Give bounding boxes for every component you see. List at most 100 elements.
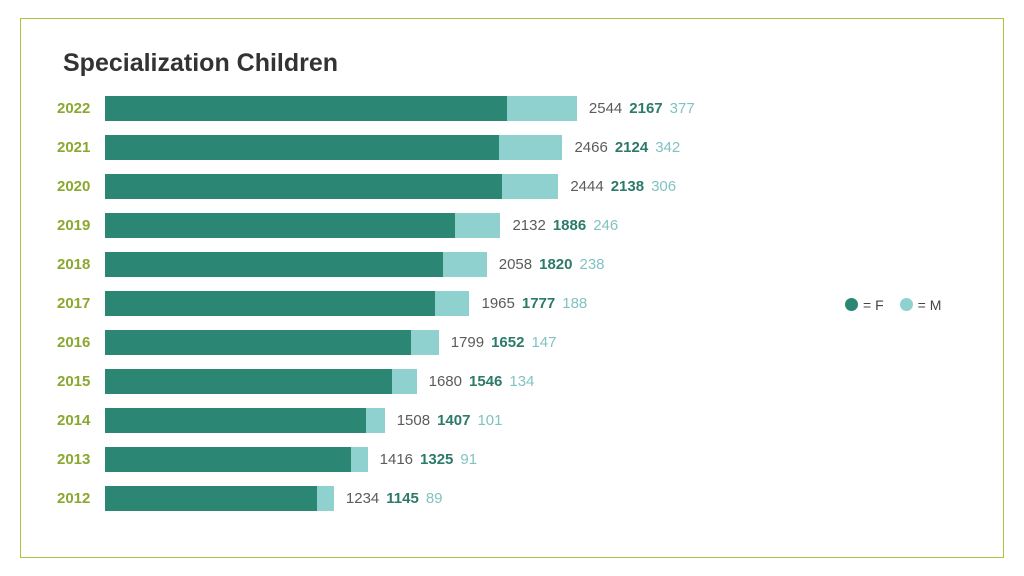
- value-m: 147: [531, 334, 556, 351]
- value-f: 1546: [469, 373, 502, 390]
- bar-segment-m: [499, 135, 562, 160]
- year-label: 2019: [57, 217, 105, 234]
- value-f: 1325: [420, 451, 453, 468]
- year-label: 2014: [57, 412, 105, 429]
- value-f: 1886: [553, 217, 586, 234]
- bar-segment-f: [105, 174, 502, 199]
- bar: [105, 291, 469, 316]
- value-total: 1799: [451, 334, 484, 351]
- chart-row: 20121234114589: [57, 486, 817, 511]
- legend-item: = M: [900, 98, 942, 511]
- bar-segment-f: [105, 213, 455, 238]
- bar-segment-m: [507, 96, 577, 121]
- value-m: 91: [460, 451, 477, 468]
- value-total: 1234: [346, 490, 379, 507]
- value-f: 1820: [539, 256, 572, 273]
- value-total: 1416: [380, 451, 413, 468]
- chart-row: 2018 2058 1820 238: [57, 252, 817, 277]
- value-labels: 15081407101: [397, 412, 503, 429]
- legend-label: = M: [918, 297, 942, 313]
- bar-segment-f: [105, 291, 435, 316]
- bar-segment-m: [435, 291, 470, 316]
- chart-row: 2015 1680 1546 134: [57, 369, 817, 394]
- chart-row: 2016 1799 1652 147: [57, 330, 817, 355]
- chart-row: 20131416132591: [57, 447, 817, 472]
- year-label: 2015: [57, 373, 105, 390]
- bar-segment-m: [411, 330, 438, 355]
- value-labels: 2444 2138 306: [570, 178, 676, 195]
- bar-segment-f: [105, 330, 411, 355]
- bar-segment-m: [366, 408, 385, 433]
- bar: [105, 213, 500, 238]
- bar-segment-m: [502, 174, 559, 199]
- value-f: 2167: [629, 100, 662, 117]
- bar-segment-m: [392, 369, 417, 394]
- chart-row: 2019 2132 1886 246: [57, 213, 817, 238]
- legend-item: = F: [845, 98, 884, 511]
- bar: [105, 135, 562, 160]
- value-m: 101: [477, 412, 502, 429]
- bar-segment-f: [105, 96, 507, 121]
- year-label: 2016: [57, 334, 105, 351]
- chart-content: 2022254421673772021246621243422020244421…: [57, 96, 967, 511]
- bar-segment-f: [105, 252, 443, 277]
- value-labels: 2058 1820 238: [499, 256, 605, 273]
- value-total: 2444: [570, 178, 603, 195]
- legend-swatch: [900, 298, 913, 311]
- bar: [105, 486, 334, 511]
- legend-swatch: [845, 298, 858, 311]
- value-m: 134: [509, 373, 534, 390]
- bar-segment-f: [105, 447, 351, 472]
- chart-row: 202225442167377: [57, 96, 817, 121]
- value-f: 1777: [522, 295, 555, 312]
- year-label: 2020: [57, 178, 105, 195]
- value-m: 188: [562, 295, 587, 312]
- value-f: 1407: [437, 412, 470, 429]
- value-labels: 1680 1546 134: [429, 373, 535, 390]
- value-f: 2138: [611, 178, 644, 195]
- bar-segment-f: [105, 369, 392, 394]
- bar: [105, 408, 385, 433]
- value-labels: 2132 1886 246: [512, 217, 618, 234]
- chart-card: Specialization Children 2022254421673772…: [20, 18, 1004, 558]
- legend: = F = M: [817, 96, 967, 511]
- bar-segment-m: [455, 213, 501, 238]
- year-label: 2018: [57, 256, 105, 273]
- value-labels: 1416 1325 91: [380, 451, 477, 468]
- bar-segment-m: [351, 447, 368, 472]
- bar-chart: 2022254421673772021246621243422020244421…: [57, 96, 817, 511]
- value-m: 306: [651, 178, 676, 195]
- value-labels: 1234114589: [346, 490, 443, 507]
- year-label: 2021: [57, 139, 105, 156]
- value-total: 1680: [429, 373, 462, 390]
- bar: [105, 252, 487, 277]
- year-label: 2022: [57, 100, 105, 117]
- chart-title: Specialization Children: [63, 49, 967, 78]
- value-f: 1145: [386, 490, 419, 507]
- value-total: 2132: [512, 217, 545, 234]
- value-m: 238: [580, 256, 605, 273]
- value-labels: 19651777188: [481, 295, 587, 312]
- bar: [105, 174, 558, 199]
- value-total: 2058: [499, 256, 532, 273]
- value-f: 1652: [491, 334, 524, 351]
- chart-row: 201719651777188: [57, 291, 817, 316]
- bar: [105, 96, 577, 121]
- year-label: 2017: [57, 295, 105, 312]
- chart-row: 2020 2444 2138 306: [57, 174, 817, 199]
- bar: [105, 369, 417, 394]
- value-m: 377: [670, 100, 695, 117]
- legend-label: = F: [863, 297, 884, 313]
- value-m: 342: [655, 139, 680, 156]
- year-label: 2012: [57, 490, 105, 507]
- chart-row: 201415081407101: [57, 408, 817, 433]
- value-m: 246: [593, 217, 618, 234]
- value-labels: 24662124342: [574, 139, 680, 156]
- bar: [105, 447, 368, 472]
- bar-segment-m: [443, 252, 487, 277]
- value-total: 2466: [574, 139, 607, 156]
- chart-row: 2021 24662124342: [57, 135, 817, 160]
- bar-segment-f: [105, 408, 366, 433]
- bar: [105, 330, 439, 355]
- value-labels: 1799 1652 147: [451, 334, 557, 351]
